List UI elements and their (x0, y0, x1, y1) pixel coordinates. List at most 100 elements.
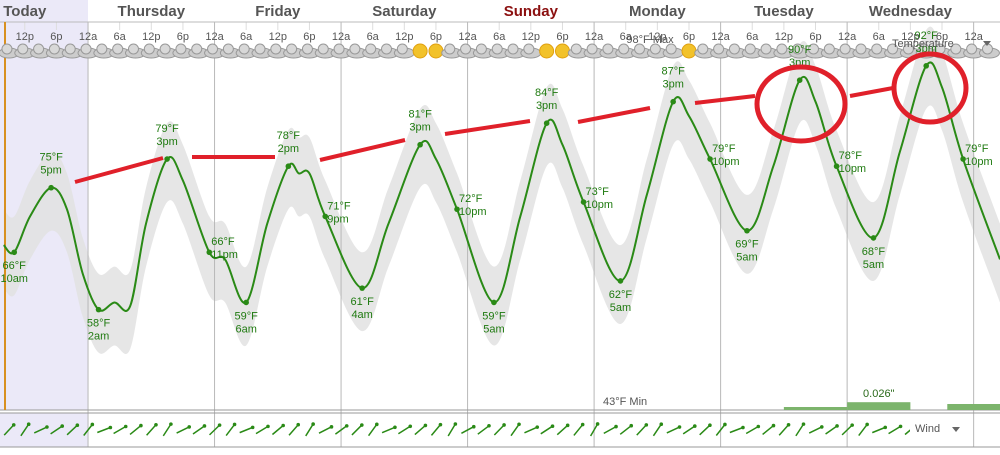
wind-arrow-head (550, 424, 555, 428)
wind-legend[interactable]: Wind (915, 423, 940, 435)
wind-arrow (414, 424, 426, 436)
cloud-icon (317, 43, 329, 55)
weather-icons (0, 43, 1000, 59)
wind-arrow-head (517, 422, 521, 427)
cloud-icon (602, 43, 614, 55)
cloud-icon (254, 43, 266, 55)
annotation-marks (74, 51, 969, 184)
value-label: 59°F (482, 310, 506, 322)
wind-arrow (729, 426, 744, 434)
cloud-icon (887, 43, 899, 55)
wind-arrow-head (659, 422, 664, 426)
value-label: 87°F (661, 66, 685, 78)
precip-bar (847, 402, 911, 410)
cloud-icon (33, 43, 45, 55)
cloud-icon (776, 43, 788, 55)
wind-arrow (636, 424, 647, 436)
wind-arrow-head (692, 424, 697, 428)
wind-arrow (225, 423, 236, 437)
wind-arrow (113, 425, 127, 435)
cloud-icon (728, 43, 740, 55)
time-label: 10pm (965, 156, 993, 168)
wind-arrow-head (311, 422, 315, 426)
value-label: 92°F (915, 30, 939, 42)
day-label: Sunday (504, 3, 559, 20)
point (670, 98, 676, 105)
wind-arrow (430, 424, 442, 436)
wind-arrow (841, 424, 853, 436)
cloud-icon (365, 43, 377, 55)
wind-arrow-head (75, 423, 80, 428)
cloud-icon (807, 43, 819, 55)
wind-arrow (493, 424, 505, 436)
point (243, 299, 249, 306)
time-label: 3pm (156, 136, 177, 148)
wind-arrow-head (375, 422, 379, 427)
point (359, 285, 365, 291)
wind-arrow (477, 425, 490, 435)
dropdown-arrow[interactable] (952, 427, 960, 432)
wind-arrow (271, 424, 284, 436)
wind-arrow (20, 423, 30, 437)
x-tick-label: 6p (809, 31, 821, 43)
day-label: Monday (629, 3, 686, 20)
point (164, 156, 170, 162)
dropdown-arrow[interactable] (983, 41, 991, 46)
cloud-icon (444, 43, 456, 55)
x-tick-label: 12p (901, 31, 919, 43)
wind-arrow-head (741, 425, 745, 430)
point (870, 235, 877, 241)
temperature-legend[interactable]: Temperature (892, 38, 954, 50)
cloud-icon (981, 43, 993, 55)
point (454, 206, 460, 213)
spread-band (3, 26, 1000, 354)
wind-arrow-head (487, 423, 491, 428)
wind-arrow-head (786, 422, 791, 427)
wind-arrow (83, 424, 93, 436)
x-tick-label: 6a (620, 31, 633, 43)
sun-icon (681, 43, 697, 59)
time-label: 2am (88, 331, 109, 343)
wind-arrow-head (502, 423, 506, 427)
value-label: 84°F (535, 87, 559, 99)
cloud-icon (270, 43, 282, 55)
cloud-icon (191, 43, 203, 55)
x-tick-label: 12a (711, 31, 730, 43)
wind-arrow (334, 425, 348, 435)
cloud-icon (175, 43, 187, 55)
wind-arrow (745, 425, 759, 435)
wind-arrow-head (281, 423, 285, 428)
wind-arrow (524, 426, 538, 434)
cloud-icon (634, 43, 646, 55)
wind-arrow (540, 425, 553, 435)
wind-arrow-head (614, 424, 618, 429)
cloud-icon (871, 43, 883, 55)
sun-icon (539, 43, 555, 59)
cloud-icon (902, 43, 914, 55)
cloud-icon (966, 43, 978, 55)
x-tick-label: 12a (838, 31, 857, 43)
bands (3, 26, 1000, 354)
wind-arrow-head (344, 424, 349, 428)
wind-arrow (825, 425, 838, 435)
value-label: 71°F (327, 200, 351, 212)
cloud-icon (349, 43, 361, 55)
cloud-icon (950, 43, 962, 55)
value-label: 62°F (609, 289, 633, 301)
time-label: 6am (235, 323, 256, 335)
wind-arrow-head (123, 424, 128, 429)
wind-arrow (208, 424, 221, 436)
cloud-icon (460, 43, 472, 55)
wind-arrow-head (360, 423, 364, 427)
wind-arrow-head (756, 424, 761, 429)
time-label: 5am (610, 302, 631, 314)
wind-arrow (888, 425, 901, 435)
wind-arrow (682, 425, 696, 435)
grid (24, 22, 975, 447)
cloud-icon (697, 43, 709, 55)
wind-arrow-head (819, 425, 824, 429)
wind-arrow (255, 425, 269, 435)
wind-arrow-head (595, 422, 600, 426)
wind-arrow-head (108, 425, 113, 430)
value-label: 79°F (712, 143, 736, 155)
